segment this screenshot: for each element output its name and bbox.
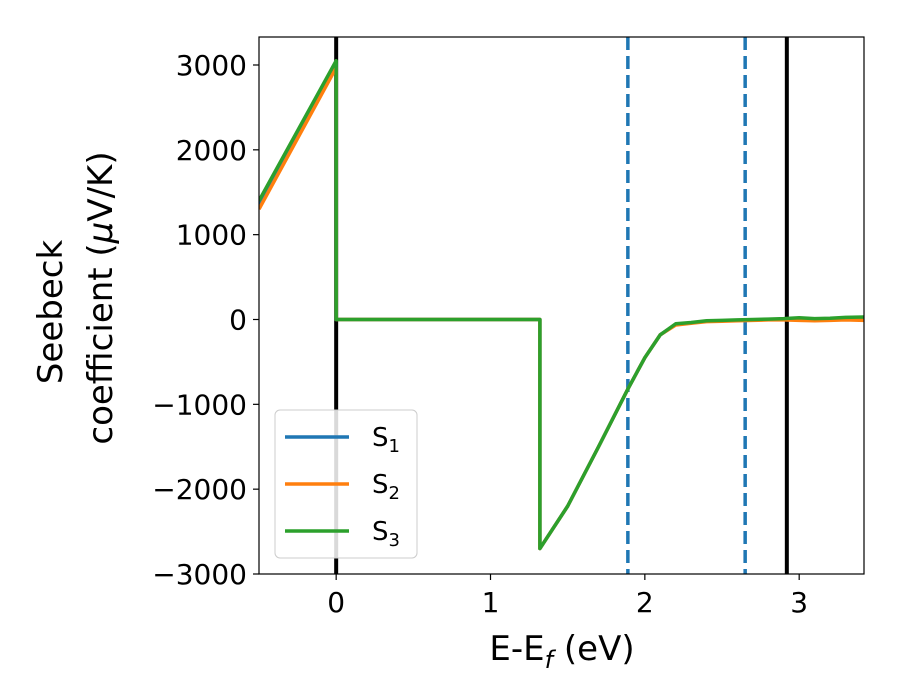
x-tick-label: 1 (482, 586, 500, 619)
x-axis: 0 1 2 3 (327, 574, 808, 619)
series-lines (259, 59, 864, 551)
legend-label-s2: S2 (372, 470, 400, 504)
x-tick-label: 0 (327, 586, 345, 619)
plot-frame (258, 36, 865, 575)
y-tick-label: −2000 (152, 473, 247, 506)
y-tick-label: −1000 (152, 388, 247, 421)
y-axis-title-line2: coefficient (μV/K) (81, 151, 121, 444)
series-line-s3 (259, 59, 864, 551)
x-tick-label: 3 (790, 586, 808, 619)
y-axis-title-line1: Seebeck (31, 240, 71, 385)
x-tick-label: 2 (636, 586, 654, 619)
legend-items: S1 S2 S3 (285, 423, 400, 551)
y-tick-label: 3000 (176, 49, 247, 82)
legend-label-s1: S1 (372, 423, 400, 457)
y-tick-label: 0 (229, 303, 247, 336)
y-axis: −3000 −2000 −1000 0 1000 2000 3000 (152, 49, 259, 591)
y-tick-label: 2000 (176, 134, 247, 167)
x-axis-title: E-Ef (eV) (489, 629, 634, 674)
y-tick-label: −3000 (152, 558, 247, 591)
y-tick-label: 1000 (176, 219, 247, 252)
legend: S1 S2 S3 (274, 409, 418, 559)
legend-label-s3: S3 (372, 517, 400, 551)
